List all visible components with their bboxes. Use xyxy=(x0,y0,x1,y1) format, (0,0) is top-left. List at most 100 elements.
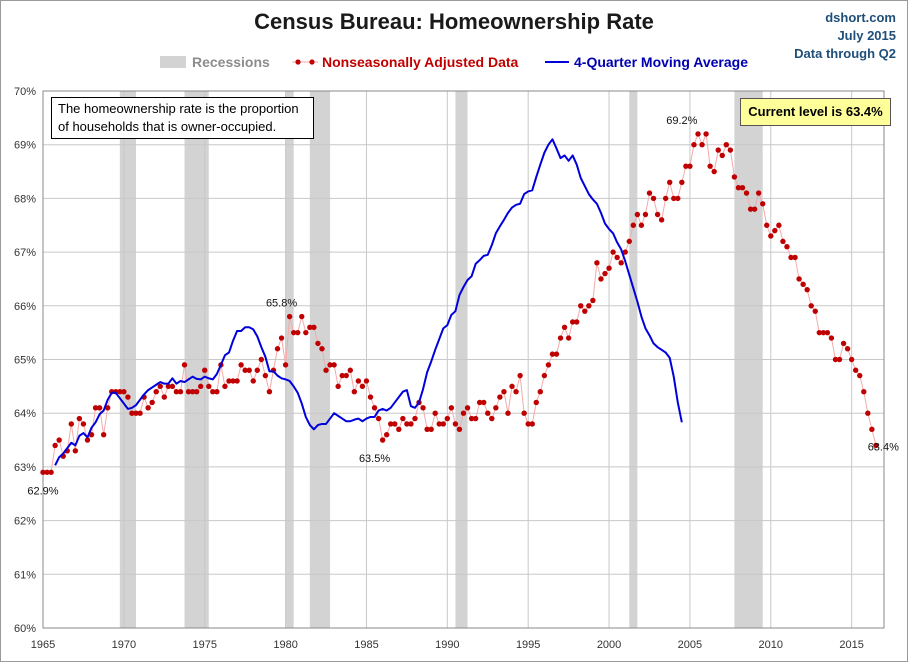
nsa-point xyxy=(331,362,337,368)
nsa-point xyxy=(642,211,649,218)
nsa-point xyxy=(319,346,325,352)
nsa-point xyxy=(375,415,382,422)
nsa-point xyxy=(857,372,863,379)
nsa-point xyxy=(804,286,810,293)
nsa-point xyxy=(464,405,471,411)
source-data-through: Data through Q2 xyxy=(794,46,896,61)
nsa-point xyxy=(590,297,596,304)
axes: 60% 61% 62% 63% 64% 65% 66% 67% 68% 69% 70% 1965 197… xyxy=(14,86,885,651)
nsa-point xyxy=(711,168,717,175)
nsa-point xyxy=(719,152,725,159)
nsa-point xyxy=(626,238,632,245)
nsa-point xyxy=(836,356,843,363)
nsa-point xyxy=(149,399,155,406)
nsa-point xyxy=(768,233,774,239)
nsa-point xyxy=(274,346,281,352)
nsa-point xyxy=(258,356,265,363)
nsa-point xyxy=(121,389,127,395)
nsa-point xyxy=(755,190,762,196)
nsa-point xyxy=(100,431,107,438)
data-label: 65.8% xyxy=(266,298,297,310)
nsa-point xyxy=(444,415,451,422)
y-tick-label: 62% xyxy=(14,516,36,528)
nsa-point xyxy=(335,383,341,390)
nsa-point xyxy=(865,410,871,416)
nsa-point xyxy=(56,437,62,443)
nsa-point xyxy=(343,372,349,379)
y-tick-label: 61% xyxy=(14,569,36,581)
nsa-point xyxy=(671,195,677,202)
nsa-point xyxy=(533,399,539,406)
moving-average-line xyxy=(54,138,683,466)
nsa-point xyxy=(796,276,802,282)
nsa-point xyxy=(852,367,859,373)
nsa-point xyxy=(468,415,475,422)
nsa-point xyxy=(266,389,273,395)
y-tick-label: 64% xyxy=(14,408,36,420)
nsa-point xyxy=(157,383,163,390)
nsa-point xyxy=(582,308,588,314)
nsa-point xyxy=(513,389,519,395)
nsa-point xyxy=(76,415,83,422)
nsa-point xyxy=(388,421,394,427)
y-tick-label: 63% xyxy=(14,462,36,474)
nsa-point xyxy=(707,163,713,169)
nsa-point xyxy=(772,227,778,234)
nsa-point xyxy=(743,190,750,196)
nsa-point xyxy=(537,389,544,395)
x-tick-label: 1985 xyxy=(354,639,378,651)
y-tick-label: 66% xyxy=(14,301,36,313)
legend: Recessions Nonseasonally Adjusted Data 4… xyxy=(0,53,908,71)
nsa-point xyxy=(137,410,143,416)
nsa-point xyxy=(723,142,730,148)
nsa-point xyxy=(820,329,827,336)
nsa-point xyxy=(574,319,580,325)
nsa-point xyxy=(650,195,657,202)
nsa-point xyxy=(295,329,301,336)
x-tick-label: 1995 xyxy=(516,639,540,651)
nsa-point xyxy=(687,163,693,169)
nsa-point xyxy=(52,442,58,449)
nsa-point xyxy=(800,281,806,288)
chart-title: Census Bureau: Homeownership Rate xyxy=(254,9,654,34)
x-tick-label: 2005 xyxy=(678,639,702,651)
nsa-point xyxy=(222,383,228,390)
nsa-point xyxy=(323,367,329,373)
nsa-point xyxy=(578,303,584,309)
nsa-point xyxy=(481,399,487,406)
nsa-point xyxy=(230,378,236,384)
nsa-point xyxy=(68,421,75,427)
nsa-point xyxy=(861,389,867,395)
nsa-point xyxy=(303,329,309,336)
nsa-point xyxy=(278,335,285,341)
nsa-point xyxy=(456,426,463,433)
nsa-point xyxy=(569,319,576,325)
legend-ma-swatch xyxy=(545,61,569,63)
nsa-point xyxy=(452,421,459,427)
nsa-point xyxy=(177,389,184,395)
current-level-note: Current level is 63.4% xyxy=(740,98,891,126)
nsa-point xyxy=(557,335,564,341)
nsa-point xyxy=(683,163,689,169)
nsa-point xyxy=(197,383,204,390)
nsa-point xyxy=(489,415,495,422)
nsa-point xyxy=(509,383,515,390)
nsa-point xyxy=(634,211,641,218)
legend-ma-label: 4-Quarter Moving Average xyxy=(574,54,749,70)
nsa-point xyxy=(658,217,665,223)
nsa-point xyxy=(780,238,786,245)
nsa-point xyxy=(327,362,333,368)
data-label: 62.9% xyxy=(27,485,58,497)
nsa-point xyxy=(92,405,99,411)
definition-line-2: of households that is owner-occupied. xyxy=(58,119,277,134)
nsa-point xyxy=(226,378,232,384)
nsa-point xyxy=(48,469,54,475)
nsa-point xyxy=(286,313,293,320)
nsa-point xyxy=(618,260,624,266)
nsa-point xyxy=(784,244,790,250)
data-label: 63.4% xyxy=(868,441,899,453)
legend-nsa: Nonseasonally Adjusted Data xyxy=(292,53,518,71)
nsa-point xyxy=(347,367,353,373)
nsa-point xyxy=(311,324,317,330)
nsa-point xyxy=(517,372,523,379)
